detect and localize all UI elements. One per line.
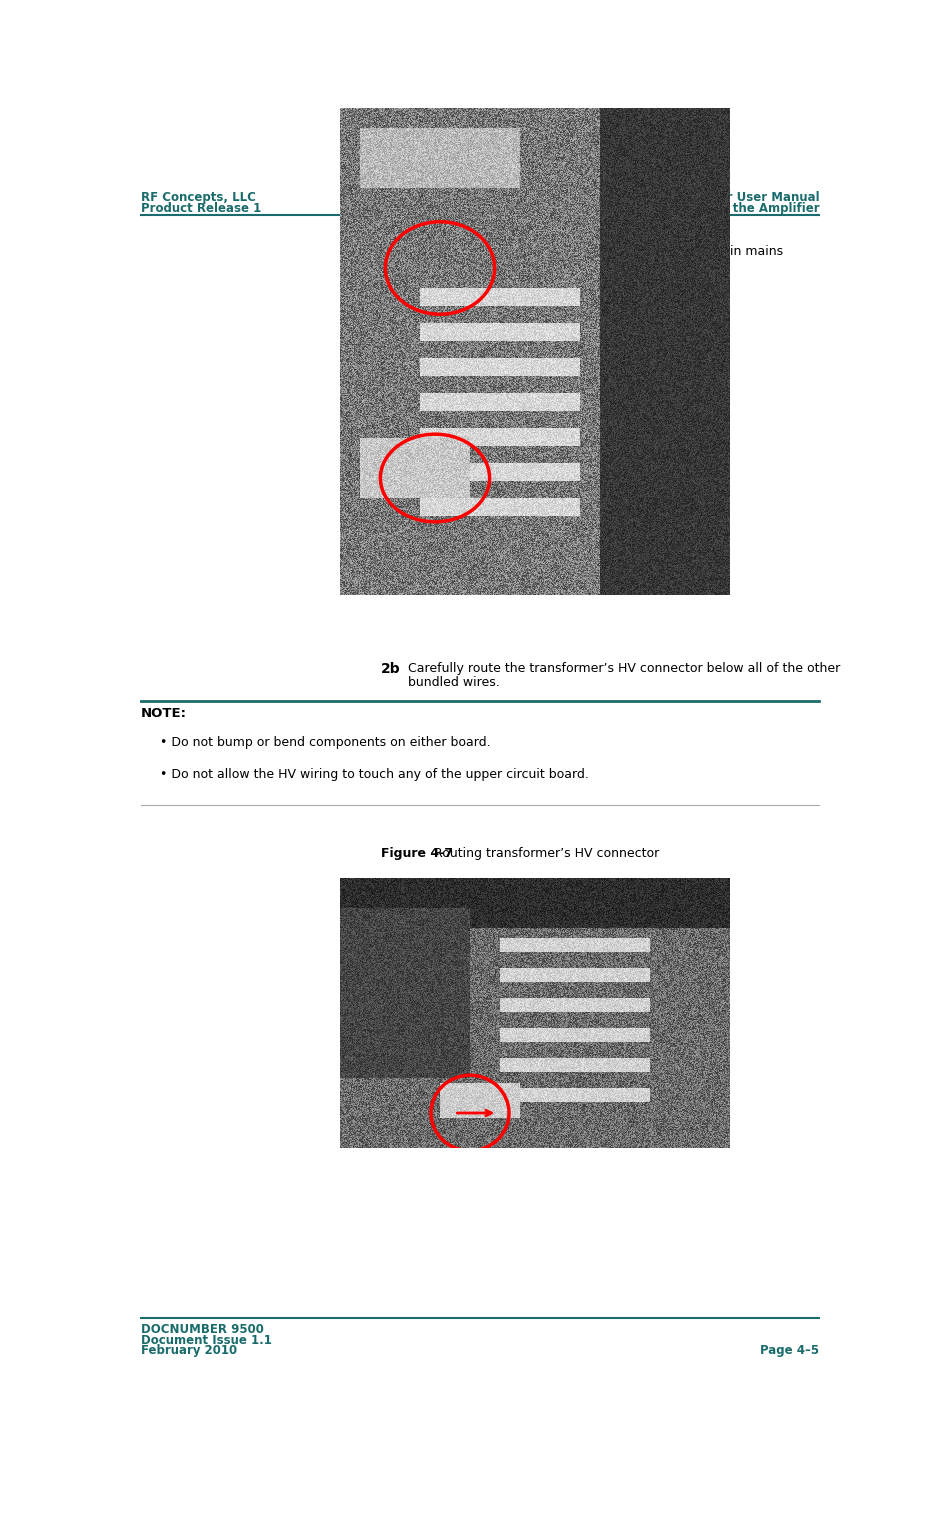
Text: RF Concepts, LLC: RF Concepts, LLC: [141, 191, 256, 204]
Text: Document Issue 1.1: Document Issue 1.1: [141, 1334, 271, 1346]
Text: 2b: 2b: [380, 662, 400, 676]
Text: February 2010: February 2010: [141, 1344, 237, 1357]
Text: Carefully route the transformer’s HV connector below all of the other: Carefully route the transformer’s HV con…: [407, 662, 839, 674]
Text: Setting Up the Amplifier: Setting Up the Amplifier: [657, 201, 818, 215]
Text: Product Release 1: Product Release 1: [141, 201, 261, 215]
Text: Figure 4-6: Figure 4-6: [380, 244, 452, 258]
Text: Page 4–5: Page 4–5: [759, 1344, 818, 1357]
Text: Figure 4-6: Figure 4-6: [380, 244, 452, 258]
Text: NOTE:: NOTE:: [141, 707, 187, 720]
Text: • Do not allow the HV wiring to touch any of the upper circuit board.: • Do not allow the HV wiring to touch an…: [159, 768, 588, 781]
Text: DOCNUMBER 9500: DOCNUMBER 9500: [141, 1323, 264, 1335]
Text: bundled wires.: bundled wires.: [407, 676, 499, 688]
Text: Transformer’s 7-pin HV connector (top) and 2-pin mains: Transformer’s 7-pin HV connector (top) a…: [433, 244, 782, 258]
Text: • Do not bump or bend components on either board.: • Do not bump or bend components on eith…: [159, 736, 490, 749]
Text: Alpha 9500 Linear Amplifier User Manual: Alpha 9500 Linear Amplifier User Manual: [546, 191, 818, 204]
Text: Routing transformer’s HV connector: Routing transformer’s HV connector: [433, 847, 658, 859]
Text: Figure 4-6: Figure 4-6: [380, 244, 452, 258]
Text: connector (bottom): connector (bottom): [380, 256, 502, 270]
Text: Figure 4-7: Figure 4-7: [380, 847, 452, 859]
